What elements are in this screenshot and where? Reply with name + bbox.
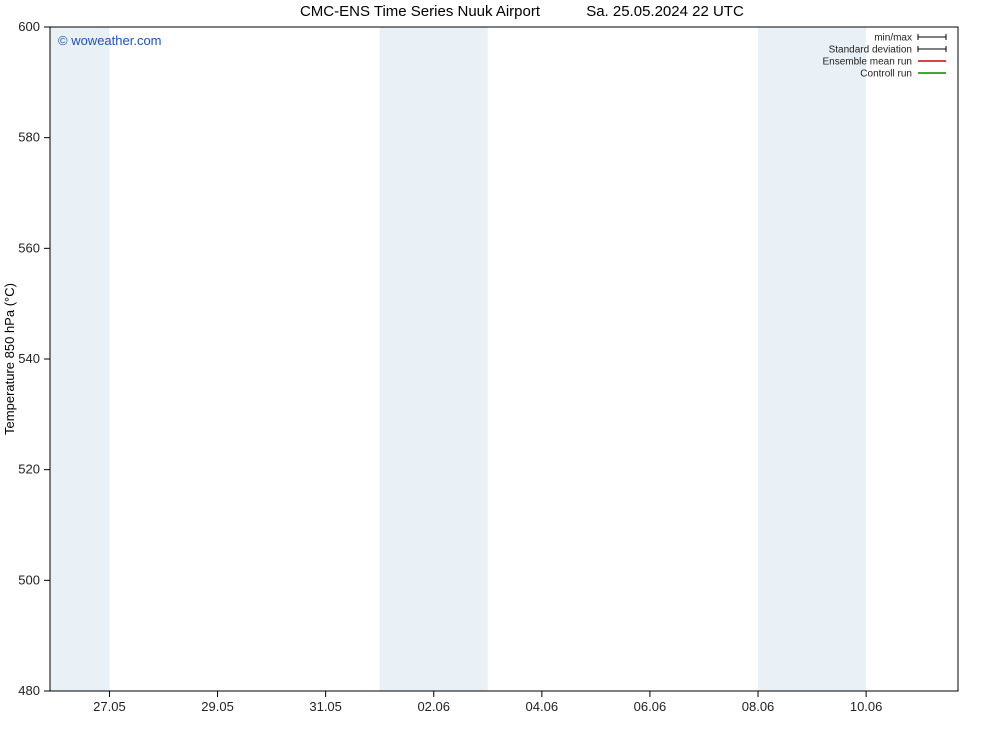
legend-label: Controll run [860, 69, 912, 80]
y-axis-label: Temperature 850 hPa (°C) [2, 283, 17, 435]
y-tick-label: 600 [18, 19, 40, 34]
watermark-text: © woweather.com [58, 33, 162, 48]
x-tick-label: 29.05 [201, 699, 234, 714]
x-tick-label: 08.06 [742, 699, 775, 714]
legend-label: Standard deviation [829, 45, 912, 56]
x-tick-label: 27.05 [93, 699, 126, 714]
legend-label: Ensemble mean run [823, 57, 913, 68]
y-tick-label: 480 [18, 683, 40, 698]
y-tick-label: 500 [18, 572, 40, 587]
x-tick-label: 06.06 [634, 699, 667, 714]
x-tick-label: 31.05 [309, 699, 342, 714]
chart-title-left: CMC-ENS Time Series Nuuk Airport [300, 3, 541, 20]
chart-container: 480 500 520 540 560 580 600 27.05 29.05 31.05 02.0… [0, 0, 1000, 733]
y-tick-label: 560 [18, 240, 40, 255]
legend-label: min/max [874, 33, 912, 44]
chart-svg: 480 500 520 540 560 580 600 27.05 29.05 31.05 02.0… [0, 0, 1000, 733]
weekend-band [50, 27, 109, 691]
x-tick-label: 02.06 [417, 699, 450, 714]
weekend-band [380, 27, 488, 691]
weekend-band [758, 27, 866, 691]
x-tick-label: 04.06 [526, 699, 559, 714]
y-tick-label: 520 [18, 462, 40, 477]
y-tick-label: 580 [18, 130, 40, 145]
chart-title-right: Sa. 25.05.2024 22 UTC [586, 3, 744, 20]
x-tick-label: 10.06 [850, 699, 883, 714]
y-tick-label: 540 [18, 351, 40, 366]
